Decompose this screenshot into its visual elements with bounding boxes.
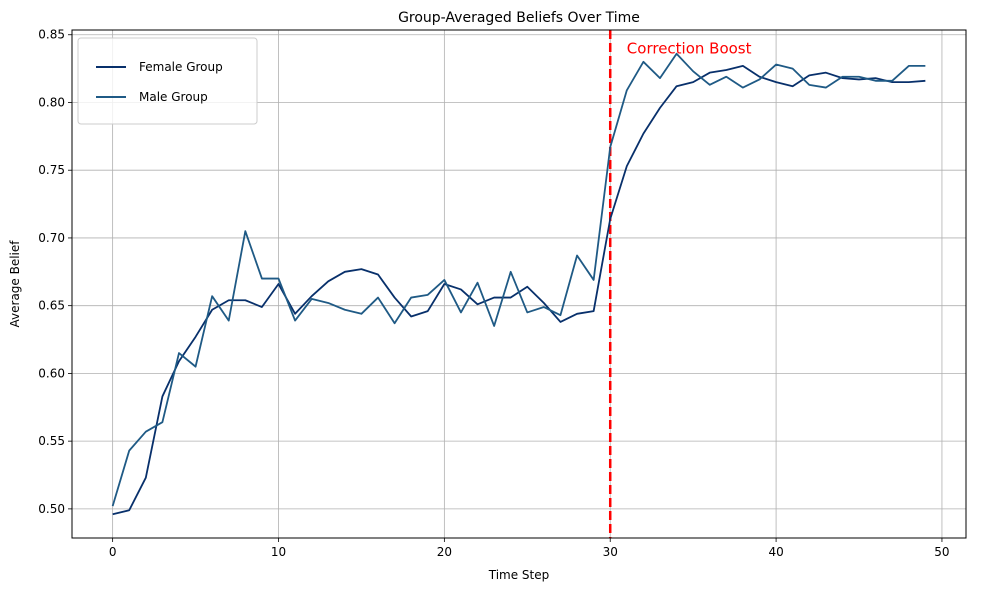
legend-label-male-group: Male Group [139,90,208,104]
chart-title: Group-Averaged Beliefs Over Time [398,10,640,26]
y-tick-label: 0.80 [38,95,65,109]
y-tick-label: 0.60 [38,366,65,380]
y-tick-label: 0.50 [38,502,65,516]
x-tick-label: 10 [271,545,286,559]
legend: Female Group Male Group [77,37,258,125]
y-tick-label: 0.70 [38,231,65,245]
x-tick-label: 0 [109,545,117,559]
plot-frame [71,29,967,539]
x-tick-label: 50 [934,545,949,559]
annotation-label: Correction Boost [627,39,752,57]
y-tick-label: 0.65 [38,299,65,313]
y-axis-ticks: 0.50 0.55 0.60 0.65 0.70 0.75 0.80 0.85 [38,28,72,516]
y-tick-label: 0.55 [38,434,65,448]
series-line-male-group [111,52,926,507]
y-tick-label: 0.75 [38,163,65,177]
y-axis-label: Average Belief [8,240,22,328]
y-tick-label: 0.85 [38,28,65,42]
x-axis-label: Time Step [488,568,550,582]
x-axis-ticks: 0 10 20 30 40 50 [109,538,950,559]
legend-box [77,37,258,125]
x-tick-label: 20 [437,545,452,559]
legend-label-female-group: Female Group [139,60,223,74]
x-tick-label: 30 [603,545,618,559]
x-tick-label: 40 [768,545,783,559]
series-lines [111,52,926,516]
